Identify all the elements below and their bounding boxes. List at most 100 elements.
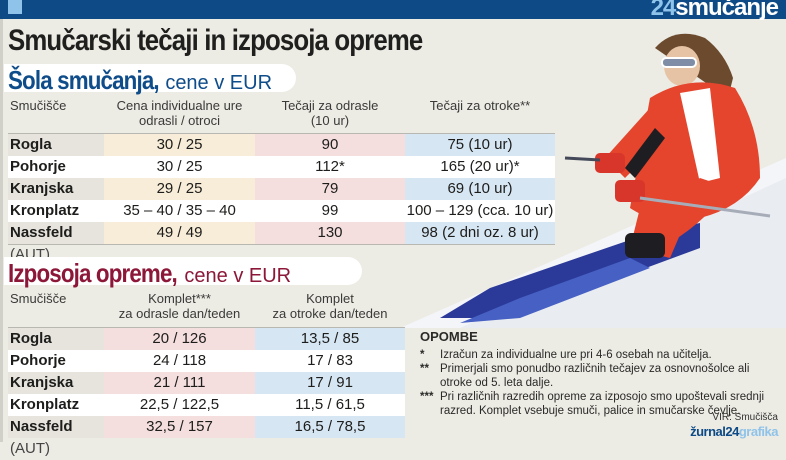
table-row: Pohorje 24 / 118 17 / 83 [8,350,405,372]
resort-name: Kronplatz (IT) [8,200,104,241]
children-course-price: 75 (10 ur) [405,134,555,156]
individual-price: 30 / 25 [104,156,255,178]
adult-course-price: 90 [255,134,405,156]
ski-school-heading: Šola smučanja, cene v EUR [4,64,296,95]
rental-table: Rogla 20 / 126 13,5 / 85 Pohorje 24 / 11… [8,327,405,457]
resort-label: Kronplatz [10,202,80,219]
col-header-child-kit: Komplet za otroke dan/teden [255,291,405,321]
adult-kit-price: 20 / 126 [104,328,255,350]
child-kit-price: 13,5 / 85 [255,328,405,350]
left-border [0,19,3,442]
table-row: Kranjska Gora 29 / 25 79 69 (10 ur) [8,178,555,219]
adult-kit-price: 24 / 118 [104,350,255,372]
adult-kit-price: 21 / 111 [104,372,255,394]
brand-square [8,0,22,14]
top-bar [0,0,786,19]
resort-label: Rogla [10,136,52,153]
table-row: Nassfeld (AUT) 32,5 / 157 16,5 / 78,5 [8,416,405,457]
note-item: *** Pri različnih razredih opreme za izpo… [420,390,780,418]
col-header-children: Tečaji za otroke** [429,98,531,113]
adult-course-price: 130 [255,222,405,244]
individual-price: 49 / 49 [104,222,255,244]
children-course-price: 98 (2 dni oz. 8 ur) [405,222,555,244]
resort-name: Pohorje [8,156,104,178]
adult-kit-price: 32,5 / 157 [104,416,255,438]
rental-heading: Izposoja opreme, cene v EUR [4,257,362,288]
resort-label: Pohorje [10,158,66,175]
resort-name: Kronplatz (IT) [8,394,104,435]
children-course-price: 100 – 129 (cca. 10 ur) [405,200,555,222]
publisher-logo: žurnal24grafika [690,424,778,439]
col-header-line: Tečaji za odrasle [281,98,379,113]
col-header-adult-kit: Komplet*** za odrasle dan/teden [104,291,255,321]
note-text: Pri različnih razredih opreme za izposoj… [440,391,765,417]
resort-label: Pohorje [10,352,66,369]
rental-subtitle: cene v EUR [184,265,292,287]
logo-sub: grafika [738,424,779,439]
col-header-line: Cena individualne ure [116,98,243,113]
col-header-resort: Smučišče [10,291,67,306]
table-row: Nassfeld (AUT) 49 / 49 130 98 (2 dni oz.… [8,222,555,263]
individual-price: 29 / 25 [104,178,255,200]
table-row: Pohorje 30 / 25 112* 165 (20 ur)* [8,156,555,178]
col-header-line: za odrasle dan/teden [118,306,241,321]
child-kit-price: 11,5 / 61,5 [255,394,405,416]
source-label: VIR: Smučišča [712,412,778,423]
ski-school-subtitle: cene v EUR [165,72,273,94]
adult-course-price: 112* [255,156,405,178]
child-kit-price: 17 / 91 [255,372,405,394]
children-course-price: 165 (20 ur)* [405,156,555,178]
resort-name: Rogla [8,134,104,156]
resort-name: Kranjska Gora [8,372,104,413]
resort-label: Nassfeld [10,418,73,435]
note-item: ** Primerjali smo ponudbo različnih tečaj… [420,362,780,390]
col-header-line: za otroke dan/teden [272,306,388,321]
note-text: Izračun za individualne ure pri 4-6 oseb… [440,349,712,361]
table-row: Kranjska Gora 21 / 111 17 / 91 [8,372,405,413]
skier-photo [400,33,786,328]
adult-kit-price: 22,5 / 122,5 [104,394,255,416]
note-mark: ** [420,363,429,375]
resort-name: Nassfeld (AUT) [8,222,104,263]
resort-name: Kranjska Gora [8,178,104,219]
brand-prefix: 24 [650,0,677,21]
ski-school-title: Šola smučanja, [8,65,160,95]
note-item: * Izračun za individualne ure pri 4-6 ose… [420,348,780,362]
brand-name: smučanje [675,0,779,21]
child-kit-price: 17 / 83 [255,350,405,372]
note-mark: *** [420,391,434,403]
resort-label: Rogla [10,330,52,347]
resort-name: Nassfeld (AUT) [8,416,104,457]
notes-title: OPOMBE [420,329,478,344]
brand-logo: 24smučanje [650,0,779,22]
logo-main: žurnal24 [690,424,739,439]
resort-label: Kronplatz [10,396,80,413]
individual-price: 30 / 25 [104,134,255,156]
children-course-price: 69 (10 ur) [405,178,555,200]
table-row: Rogla 20 / 126 13,5 / 85 [8,328,405,350]
col-header-individual: Cena individualne ure odrasli / otroci [104,98,255,128]
col-header-resort: Smučišče [10,98,67,113]
resort-label: Nassfeld [10,224,73,241]
rental-title: Izposoja opreme, [8,258,178,288]
col-header-line: (10 ur) [310,113,350,128]
col-header-line: odrasli / otroci [139,113,220,128]
adult-course-price: 99 [255,200,405,222]
country-label: (AUT) [10,440,50,457]
resort-name: Rogla [8,328,104,350]
adult-course-price: 79 [255,178,405,200]
notes-box: OPOMBE * Izračun za individualne ure pri … [420,330,780,418]
note-mark: * [420,349,425,361]
col-header-line: Komplet*** [148,291,211,306]
child-kit-price: 16,5 / 78,5 [255,416,405,438]
col-header-adults: Tečaji za odrasle (10 ur) [255,98,405,128]
table-row: Kronplatz (IT) 22,5 / 122,5 11,5 / 61,5 [8,394,405,435]
col-header-line: Komplet [306,291,354,306]
table-row: Kronplatz (IT) 35 – 40 / 35 – 40 99 100 … [8,200,555,241]
ski-school-table: Rogla 30 / 25 90 75 (10 ur) Pohorje 30 /… [8,133,555,263]
table-row: Rogla 30 / 25 90 75 (10 ur) [8,134,555,156]
note-text: Primerjali smo ponudbo različnih tečajev… [440,363,750,389]
page-title: Smučarski tečaji in izposoja opreme [8,24,423,57]
resort-name: Pohorje [8,350,104,372]
individual-price: 35 – 40 / 35 – 40 [104,200,255,222]
